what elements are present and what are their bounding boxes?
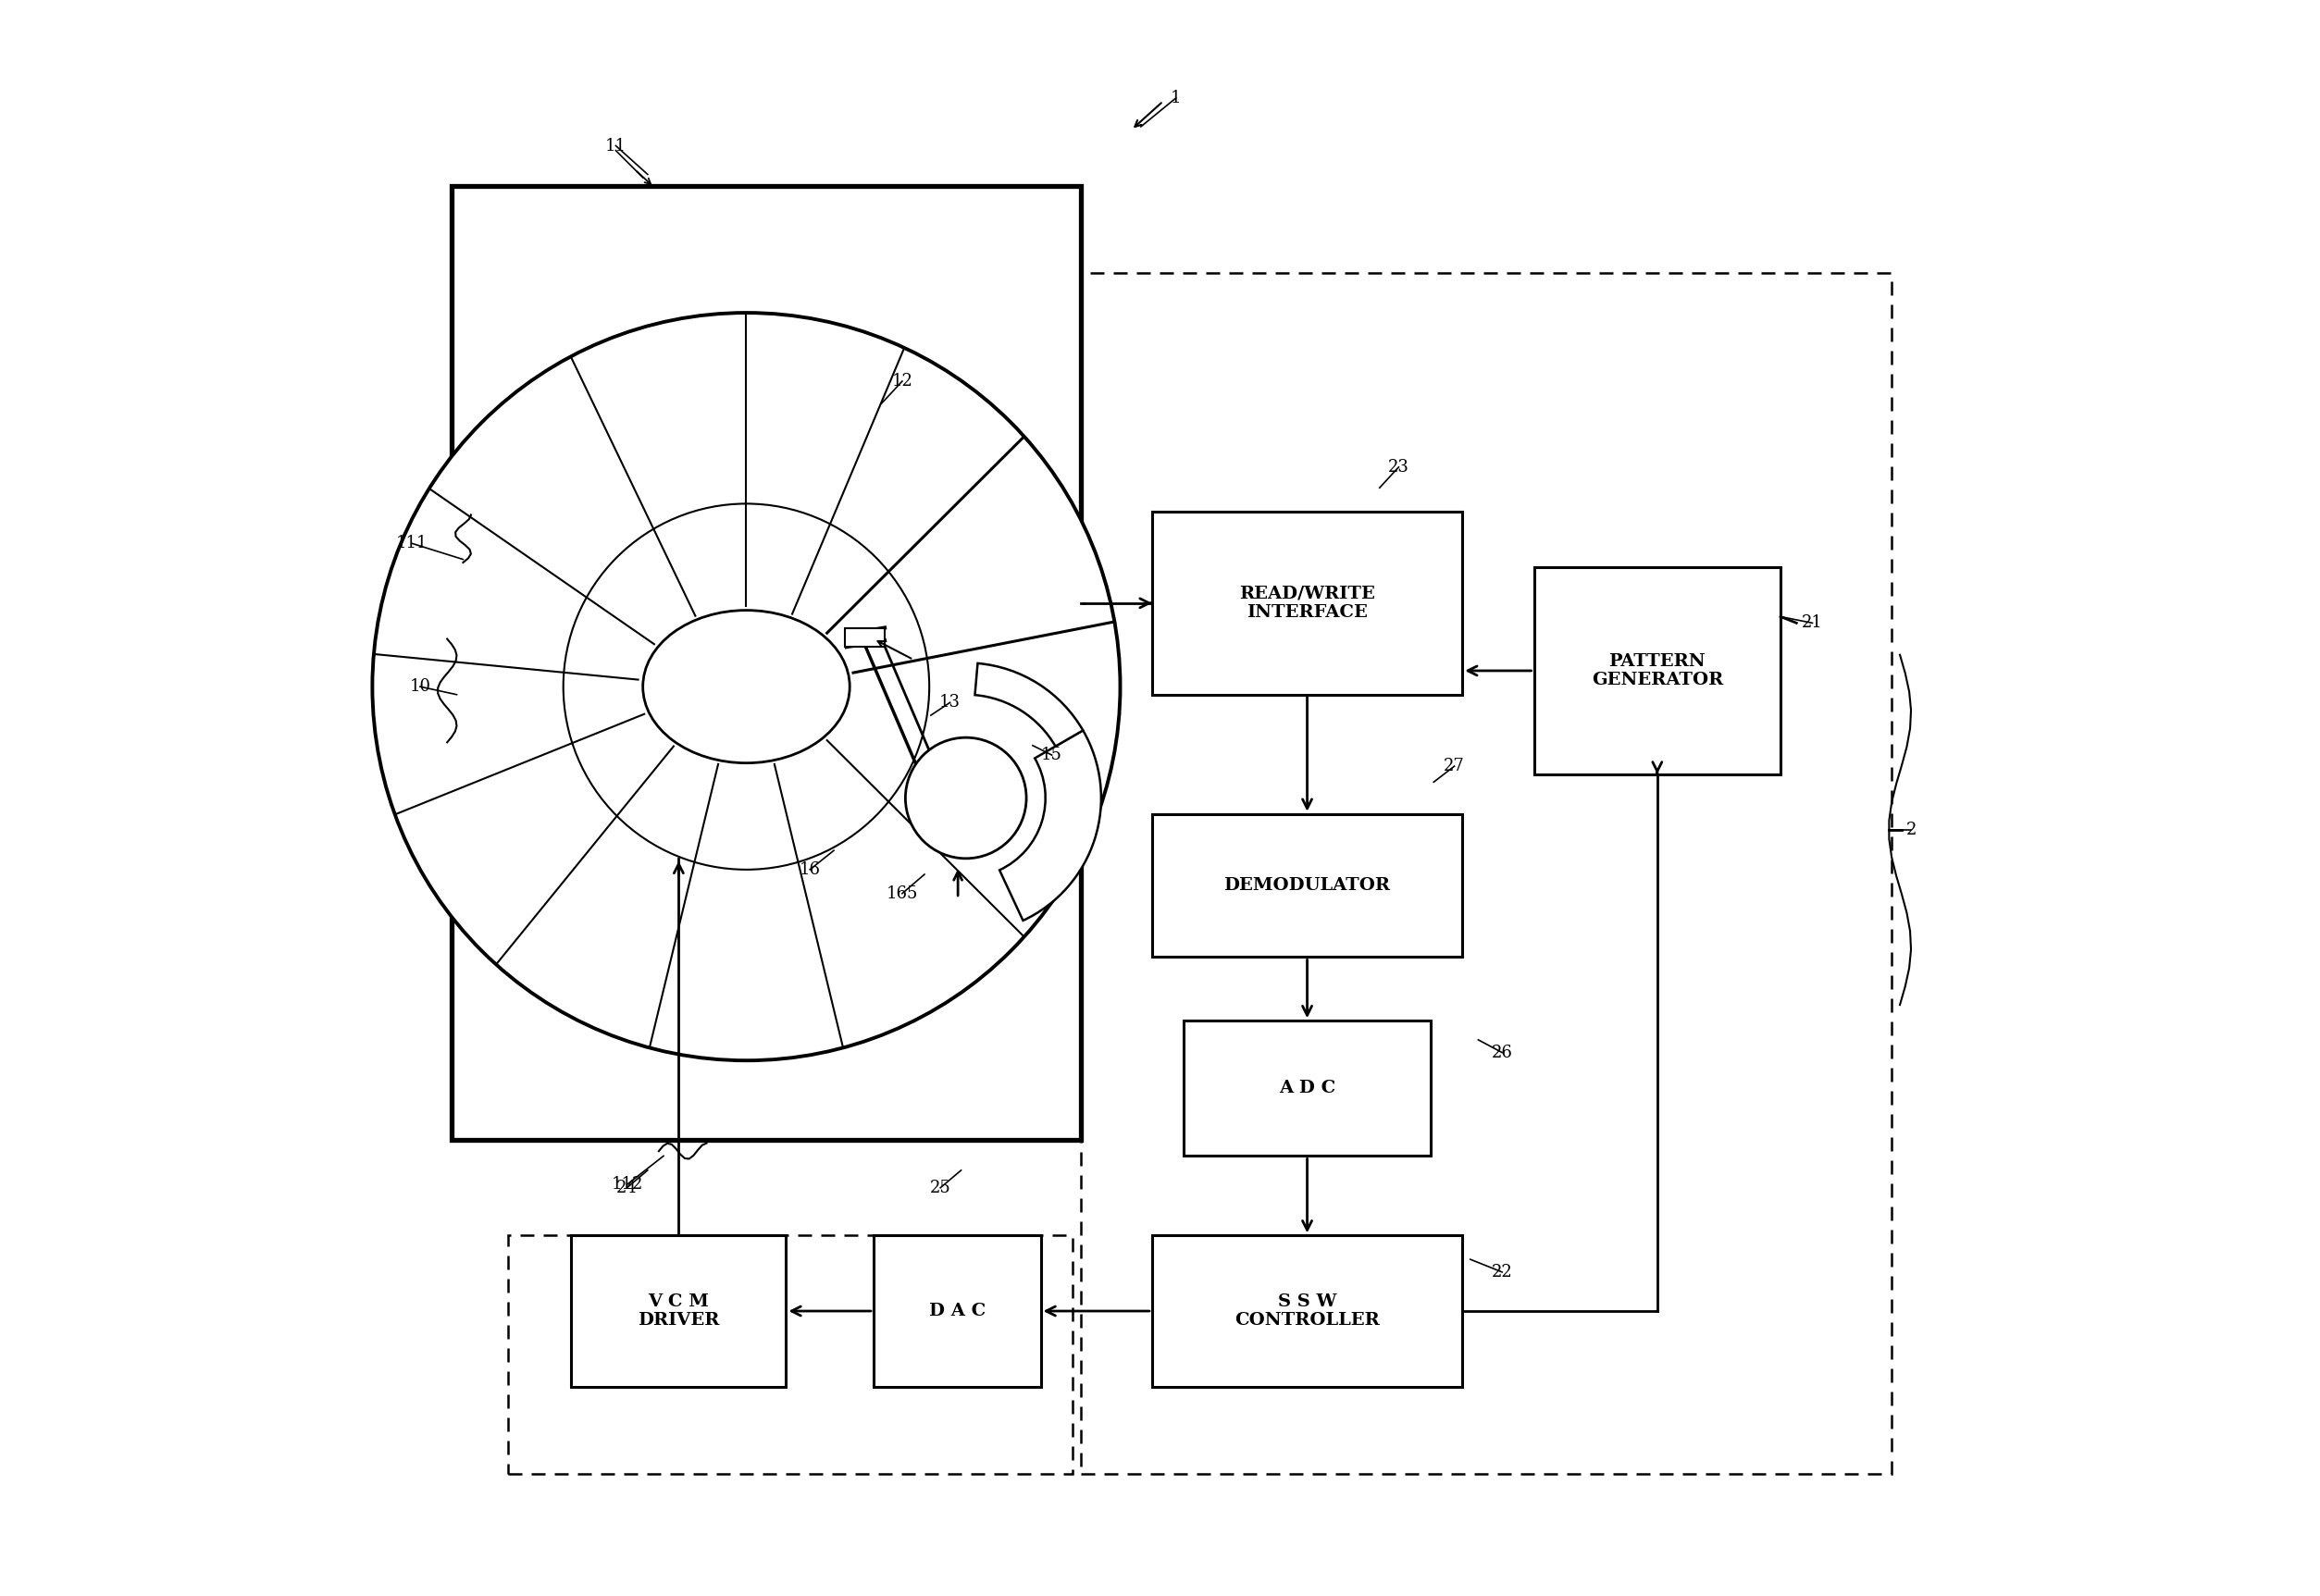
Bar: [1534, 567, 1779, 774]
Ellipse shape: [643, 610, 849, 763]
Text: 16: 16: [800, 862, 821, 878]
Text: 15: 15: [1042, 747, 1063, 763]
Wedge shape: [1000, 731, 1102, 921]
Text: 24: 24: [617, 1179, 638, 1195]
Circle shape: [374, 313, 1121, 1060]
Text: D A C: D A C: [928, 1302, 986, 1320]
Text: 112: 112: [610, 1176, 643, 1192]
Text: 2: 2: [1905, 822, 1916, 838]
Bar: [452, 185, 1081, 1140]
Text: 13: 13: [940, 694, 960, 710]
Bar: [1153, 814, 1462, 958]
Text: S S W
CONTROLLER: S S W CONTROLLER: [1234, 1293, 1380, 1329]
Text: PATTERN
GENERATOR: PATTERN GENERATOR: [1592, 653, 1724, 689]
Text: 27: 27: [1443, 758, 1464, 774]
Text: 23: 23: [1387, 458, 1408, 476]
Bar: [508, 1235, 1072, 1475]
Bar: [571, 1235, 786, 1387]
Text: 10: 10: [408, 678, 432, 694]
Text: 21: 21: [1803, 614, 1824, 632]
Bar: [1081, 273, 1891, 1475]
Text: READ/WRITE
INTERFACE: READ/WRITE INTERFACE: [1239, 586, 1376, 621]
Text: A D C: A D C: [1278, 1080, 1336, 1096]
Bar: [1153, 512, 1462, 694]
Bar: [844, 627, 884, 646]
Text: 111: 111: [397, 535, 429, 552]
Text: 11: 11: [606, 137, 626, 155]
Circle shape: [905, 737, 1025, 859]
Wedge shape: [974, 664, 1083, 747]
Text: V C M
DRIVER: V C M DRIVER: [638, 1293, 719, 1329]
Text: 165: 165: [886, 886, 919, 902]
Text: 1: 1: [1172, 89, 1181, 107]
Text: DEMODULATOR: DEMODULATOR: [1225, 878, 1390, 894]
Bar: [875, 1235, 1042, 1387]
Bar: [1153, 1235, 1462, 1387]
Text: 25: 25: [930, 1179, 951, 1195]
Text: 12: 12: [891, 373, 912, 389]
Text: 22: 22: [1492, 1264, 1513, 1280]
Text: 26: 26: [1492, 1044, 1513, 1061]
Bar: [1183, 1021, 1431, 1156]
